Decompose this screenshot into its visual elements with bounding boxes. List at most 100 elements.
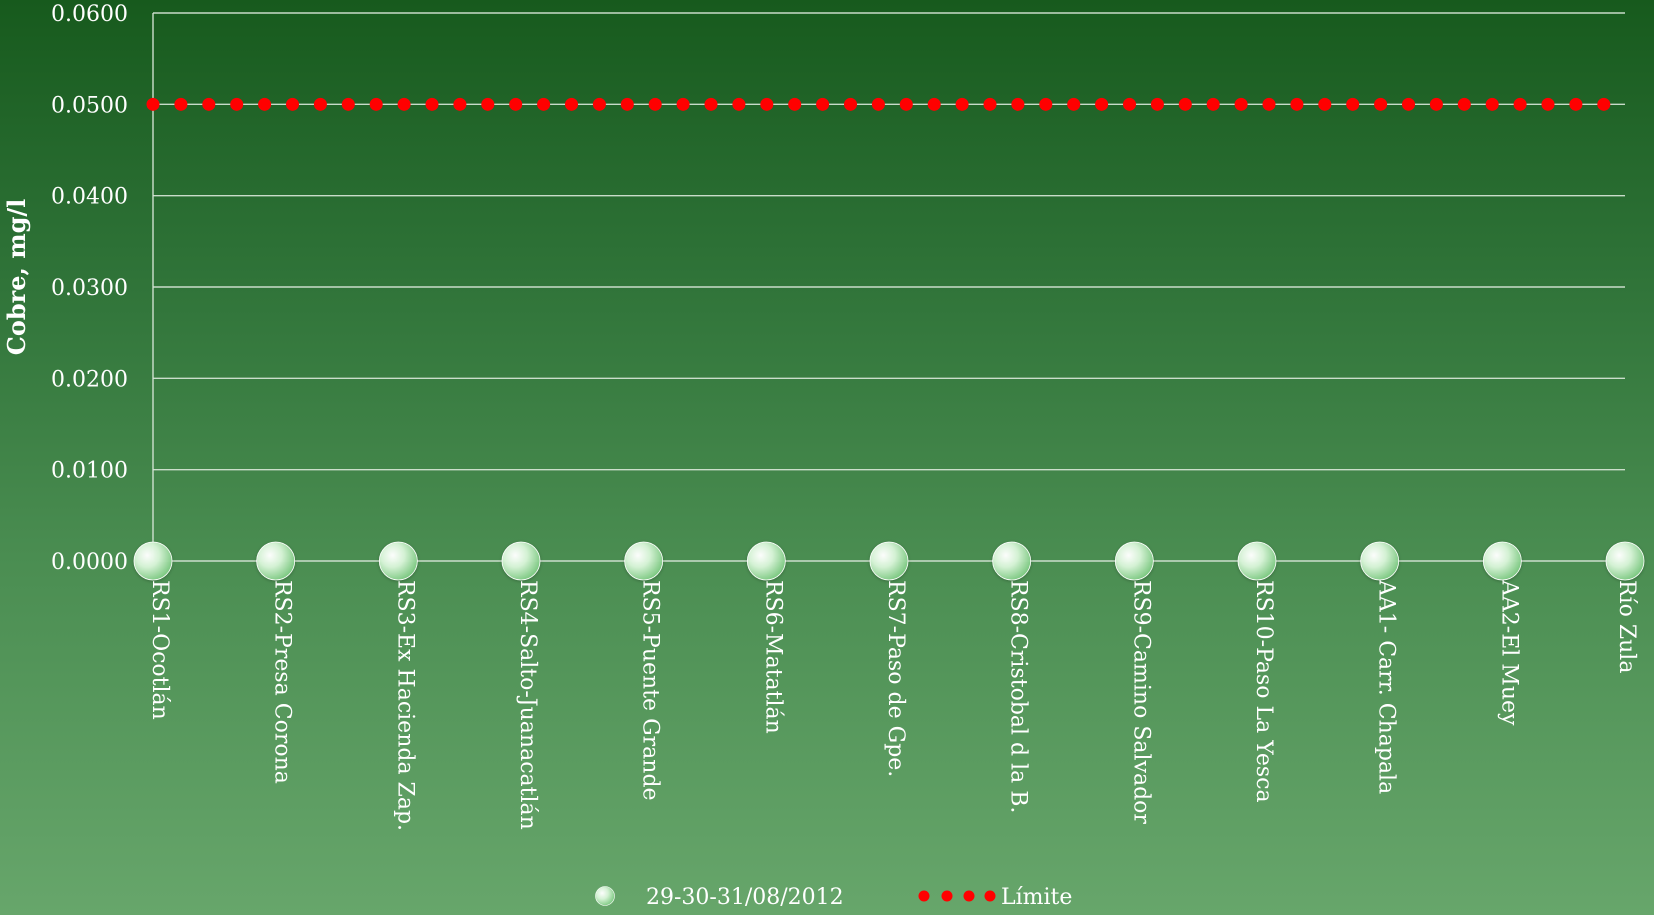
data-point: [501, 541, 541, 581]
legend-label-limit: Límite: [1001, 885, 1072, 910]
x-category-label: RS8-Cristobal d la B.: [1006, 580, 1031, 813]
x-category-label: RS6-Matatlán: [760, 580, 785, 734]
limit-dot: [565, 97, 578, 111]
x-category-label: AA1- Carr. Chapala: [1374, 579, 1399, 794]
limit-dot: [1178, 97, 1192, 111]
data-point: [1360, 541, 1400, 581]
limit-dot: [1569, 97, 1583, 111]
y-tick-label: 0.0500: [51, 93, 128, 118]
limit-dot: [425, 97, 439, 111]
limit-dot: [1597, 97, 1611, 111]
limit-dot: [1374, 97, 1388, 111]
limit-dot: [1262, 97, 1276, 111]
limit-dot: [732, 97, 746, 111]
limit-dot: [1206, 97, 1220, 111]
x-category-label: RS4-Salto-Juanacatlán: [515, 580, 540, 830]
y-tick-label: 0.0100: [51, 459, 128, 484]
limit-dot: [1318, 97, 1332, 111]
limit-dot: [397, 97, 411, 111]
limit-dot: [1011, 97, 1025, 111]
limit-dot: [146, 97, 160, 111]
legend-label-series: 29-30-31/08/2012: [646, 885, 844, 910]
limit-dot: [1039, 97, 1053, 111]
gridlines: [153, 12, 1625, 562]
y-tick-label: 0.0000: [51, 550, 128, 575]
x-category-label: RS3-Ex Hacienda Zap.: [392, 580, 417, 831]
x-category-label: RS1-Ocotlán: [147, 580, 172, 720]
labels-layer: 0.0000 0.0100 0.0200 0.0300 0.0400 0.0500 0.06…: [2, 2, 1639, 831]
limit-dot: [927, 97, 941, 111]
data-point: [1605, 541, 1645, 581]
legend-item-limit: Límite: [918, 885, 1072, 910]
y-tick-label: 0.0400: [51, 185, 128, 210]
legend: 29-30-31/08/2012 Límite: [595, 885, 1072, 910]
limit-dot: [369, 97, 383, 111]
series-layer: [133, 97, 1645, 581]
limit-dot: [1485, 97, 1499, 111]
limit-dot: [955, 97, 969, 111]
limit-dot: [1234, 97, 1248, 111]
limit-dot: [871, 97, 885, 111]
limit-dot: [1150, 97, 1164, 111]
y-tick-label: 0.0200: [51, 367, 128, 392]
data-point: [1237, 541, 1277, 581]
limit-dot: [174, 97, 188, 111]
limit-dot: [620, 97, 634, 111]
limit-dot: [1095, 97, 1109, 111]
x-category-label: Río Zula: [1614, 580, 1639, 673]
limit-dot: [1067, 97, 1081, 111]
limit-dot: [1290, 97, 1304, 111]
limit-dot: [1513, 97, 1527, 111]
limit-dot: [816, 97, 830, 111]
limit-dot: [899, 97, 913, 111]
limit-dot: [760, 97, 774, 111]
limit-dot: [230, 97, 244, 111]
limit-dot: [788, 97, 802, 111]
limit-dot: [258, 97, 272, 111]
y-tick-label: 0.0300: [51, 276, 128, 301]
data-point: [378, 541, 418, 581]
x-category-label: RS5-Puente Grande: [638, 580, 663, 801]
limit-dot: [1457, 97, 1471, 111]
x-category-label: AA2-El Muey: [1496, 579, 1521, 726]
data-point: [624, 541, 664, 581]
limit-dot: [481, 97, 495, 111]
x-category-label: RS7-Paso de Gpe.: [883, 580, 908, 777]
limit-dot: [202, 97, 216, 111]
x-category-label: RS9-Camino Salvador: [1128, 580, 1153, 824]
data-point: [133, 541, 173, 581]
limit-dot: [1541, 97, 1555, 111]
limit-dot: [592, 97, 606, 111]
legend-limit-dot-icon: [941, 890, 953, 902]
limit-dot: [1123, 97, 1136, 111]
limit-dot: [983, 97, 997, 111]
legend-limit-dot-icon: [918, 890, 930, 902]
limit-dot: [341, 97, 355, 111]
limit-dot: [844, 97, 857, 111]
legend-limit-dot-icon: [963, 890, 975, 902]
data-point: [1482, 541, 1522, 581]
limit-dot: [286, 97, 299, 111]
limit-dot: [453, 97, 467, 111]
limit-dot: [313, 97, 327, 111]
limit-dot: [1402, 97, 1415, 111]
x-category-label: RS10-Paso La Yesca: [1251, 580, 1276, 803]
x-category-label: RS2-Presa Corona: [270, 580, 295, 784]
limit-dot: [676, 97, 690, 111]
data-point: [869, 541, 909, 581]
limit-dot: [537, 97, 551, 111]
limit-dot: [704, 97, 718, 111]
data-point: [256, 541, 296, 581]
limit-dot: [1429, 97, 1443, 111]
limit-dot: [509, 97, 523, 111]
data-point: [746, 541, 786, 581]
legend-limit-dot-icon: [984, 890, 996, 902]
data-point: [992, 541, 1032, 581]
legend-marker-icon: [595, 886, 615, 906]
data-point: [1114, 541, 1154, 581]
legend-item-series: 29-30-31/08/2012: [595, 885, 844, 910]
y-tick-label: 0.0600: [51, 2, 128, 27]
limit-dot: [648, 97, 662, 111]
